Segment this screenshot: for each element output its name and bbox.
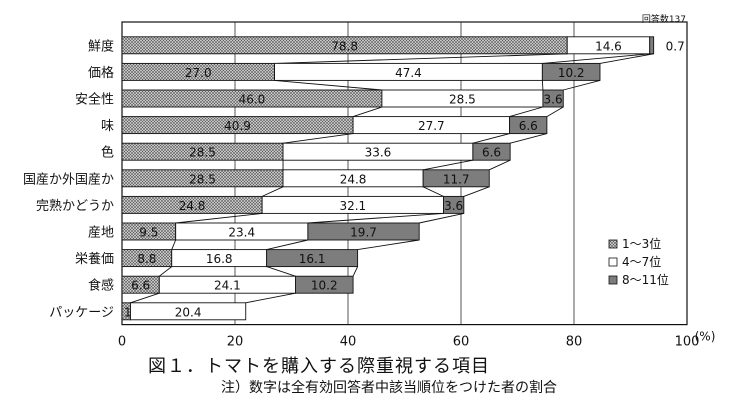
connector-line [419, 212, 464, 224]
data-label: 24.8 [340, 172, 367, 186]
legend-swatch [608, 257, 618, 267]
data-label: 11.7 [443, 172, 470, 186]
bar-segment [541, 62, 601, 81]
category-label: 価格 [88, 65, 114, 81]
data-label: 24.8 [179, 199, 206, 213]
data-label: 24.1 [214, 279, 241, 293]
data-label: 28.5 [189, 146, 216, 160]
bar-segment [443, 195, 465, 214]
connector-line [542, 53, 650, 64]
category-label: 栄養価 [75, 251, 114, 267]
data-label: 23.4 [228, 226, 255, 240]
data-label: 6.6 [482, 146, 501, 160]
data-label: 27.0 [185, 66, 212, 80]
connector-line [599, 53, 654, 64]
category-label: 産地 [88, 225, 114, 241]
connector-line [509, 106, 544, 118]
x-tick-label: 40 [340, 335, 357, 350]
legend-swatch [608, 239, 618, 249]
data-label: 20.4 [175, 305, 202, 319]
category-label: 食感 [88, 278, 114, 294]
data-label: 3.6 [444, 199, 463, 213]
bar-segment [542, 89, 564, 108]
connector-line [541, 80, 544, 91]
data-label: 40.9 [224, 119, 251, 133]
bar-segment [472, 142, 511, 161]
connector-line [510, 133, 547, 144]
x-tick-label: 100 [675, 335, 700, 350]
data-label: 14.6 [595, 39, 622, 53]
connector-line [489, 159, 511, 171]
legend-label: 4～7位 [622, 254, 661, 269]
bar-segment [422, 169, 490, 188]
category-label: パッケージ [49, 305, 114, 320]
data-label: 9.5 [139, 226, 158, 240]
data-label: 16.1 [299, 252, 326, 266]
bar-segment [307, 222, 420, 241]
connector-line [307, 212, 444, 224]
connector-line [175, 212, 263, 224]
bar-segment [649, 36, 655, 55]
connector-line [274, 79, 382, 91]
category-label: 味 [101, 119, 114, 134]
connector-line [274, 53, 568, 64]
legend-swatch [608, 275, 618, 285]
x-tick-label: 0 [118, 335, 126, 350]
connector-line [266, 239, 308, 251]
data-label: 19.7 [350, 226, 377, 240]
data-label: 46.0 [239, 93, 266, 107]
category-label: 国産か外国産か [23, 171, 114, 187]
respondent-count: 回答数137 [641, 15, 686, 25]
connector-line [266, 266, 296, 277]
data-label: 10.2 [558, 66, 585, 80]
data-label: 32.1 [339, 199, 366, 213]
figure-note: 注）数字は全有効回答者中該当順位をつけた者の割合 [221, 380, 557, 396]
data-label: 16.8 [206, 252, 233, 266]
category-label: 色 [101, 145, 114, 161]
connector-line [282, 133, 354, 144]
connector-line [423, 159, 473, 171]
data-label: 47.4 [395, 66, 422, 80]
category-label: 安全性 [75, 92, 114, 108]
connector-line [422, 186, 444, 197]
data-label: 78.8 [331, 39, 358, 53]
connector-line [463, 186, 490, 197]
data-label: 28.5 [449, 93, 476, 107]
connector-line [261, 186, 284, 197]
connector-line [130, 292, 160, 304]
connector-line [357, 239, 420, 251]
x-unit-label: (%) [695, 330, 716, 344]
data-label: 6.6 [131, 279, 150, 293]
connector-line [245, 292, 296, 304]
data-label: 33.6 [365, 146, 392, 160]
connector-line [352, 266, 359, 277]
data-label: 8.8 [137, 252, 156, 266]
connector-line [171, 239, 177, 250]
connector-line [563, 79, 601, 91]
data-label: 10.2 [311, 279, 338, 293]
data-label: 28.5 [189, 172, 216, 186]
bar-segment [295, 275, 354, 294]
bar-segment [130, 302, 247, 321]
data-label: 0.7 [666, 39, 685, 53]
bar-segment [266, 249, 359, 268]
connector-line [546, 106, 564, 117]
legend-label: 8～11位 [622, 272, 669, 287]
x-tick-label: 80 [566, 335, 583, 350]
legend-label: 1～3位 [622, 236, 661, 251]
bar-segment [509, 116, 548, 135]
data-label: 3.6 [544, 93, 563, 107]
x-tick-label: 60 [453, 335, 470, 350]
connector-line [352, 106, 383, 118]
category-label: 完熟かどうか [36, 198, 114, 214]
connector-line [472, 133, 510, 144]
figure-title: 図１．トマトを購入する際重視する項目 [148, 356, 490, 377]
data-label: 6.6 [519, 119, 538, 133]
connector-line [159, 266, 172, 277]
x-tick-label: 20 [227, 335, 244, 350]
data-label: 27.7 [418, 119, 445, 133]
category-label: 鮮度 [88, 38, 114, 54]
